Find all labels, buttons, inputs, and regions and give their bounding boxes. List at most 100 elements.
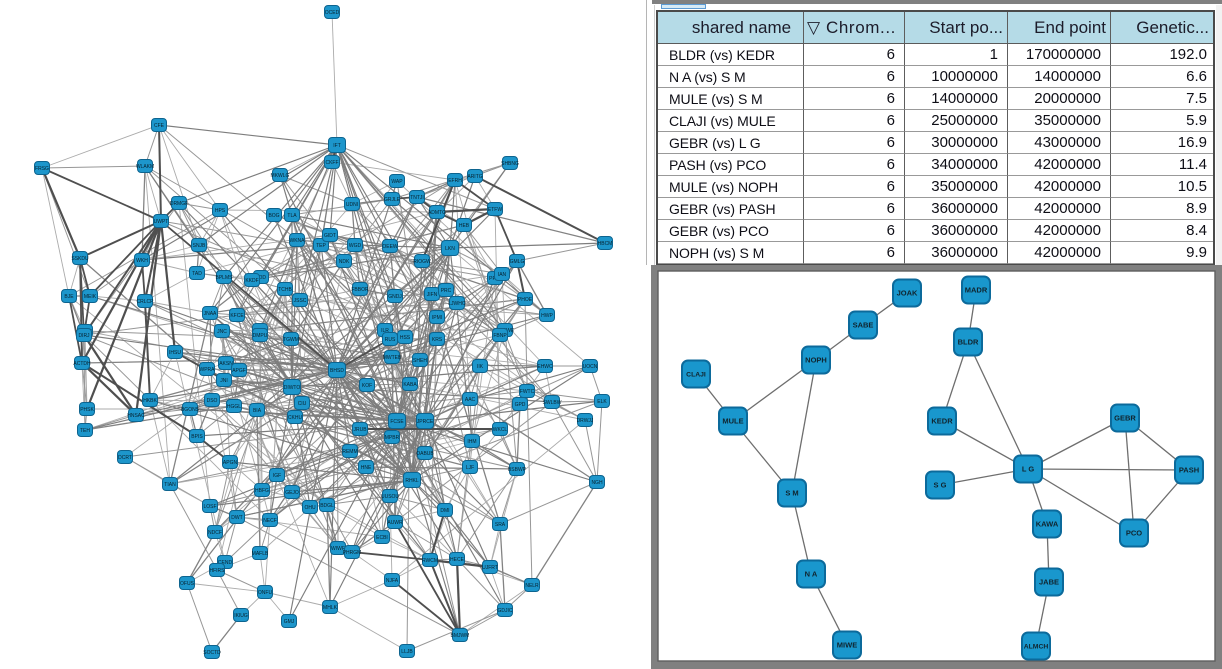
svg-text:TIAN: TIAN (164, 482, 176, 488)
svg-text:LJWHO: LJWHO (448, 301, 466, 307)
svg-text:RUS: RUS (385, 337, 396, 343)
svg-text:SHEH: SHEH (413, 358, 427, 364)
svg-text:JABE: JABE (1039, 578, 1059, 587)
svg-text:DWT: DWT (231, 515, 242, 521)
svg-text:MULE: MULE (722, 417, 743, 426)
svg-text:KRS: KRS (432, 337, 443, 343)
svg-text:MIWE: MIWE (837, 641, 857, 650)
svg-text:KKDF: KKDF (245, 278, 258, 284)
svg-text:GPD: GPD (515, 402, 526, 408)
svg-text:BJE: BJE (64, 294, 74, 300)
svg-text:REMM: REMM (342, 449, 357, 455)
svg-text:FRSG: FRSG (35, 166, 49, 172)
svg-text:WIWF: WIWF (331, 546, 345, 552)
svg-text:MKWLG: MKWLG (271, 173, 290, 179)
svg-text:WGD: WGD (349, 243, 362, 249)
svg-text:GMJ: GMJ (284, 619, 295, 625)
svg-text:HGGL: HGGL (227, 404, 241, 410)
svg-text:NDK: NDK (339, 259, 350, 265)
svg-text:IAN: IAN (498, 272, 507, 278)
svg-text:HFIRS: HFIRS (210, 568, 226, 574)
svg-text:MEIK: MEIK (84, 294, 97, 300)
svg-text:S G: S G (934, 481, 947, 490)
svg-text:IFT: IFT (333, 143, 341, 149)
svg-text:GIDT: GIDT (324, 233, 336, 239)
svg-text:CRLCP: CRLCP (137, 299, 155, 305)
svg-text:UJFRT: UJFRT (482, 565, 498, 571)
svg-text:SHBNG: SHBNG (501, 161, 519, 167)
svg-text:ECBI: ECBI (376, 535, 388, 541)
svg-text:WPRA: WPRA (200, 367, 216, 373)
svg-text:WKCL: WKCL (493, 427, 508, 433)
svg-text:AAC: AAC (465, 397, 476, 403)
svg-text:BPIS: BPIS (191, 434, 203, 440)
svg-text:PHOE: PHOE (518, 297, 533, 303)
svg-text:OCED: OCED (325, 10, 340, 16)
svg-text:SRA: SRA (495, 522, 506, 528)
svg-text:ACTDH: ACTDH (73, 361, 91, 367)
svg-text:KEDR: KEDR (931, 417, 953, 426)
svg-text:GEJO: GEJO (285, 490, 299, 496)
svg-text:WLAKM: WLAKM (136, 164, 154, 170)
svg-text:DMPU: DMPU (253, 333, 268, 339)
svg-text:AUWR: AUWR (387, 520, 403, 526)
svg-text:S M: S M (785, 489, 798, 498)
svg-text:JNC: JNC (217, 329, 227, 335)
svg-text:TGWM: TGWM (283, 337, 299, 343)
svg-text:RHKL: RHKL (405, 478, 419, 484)
svg-text:PHSK: PHSK (80, 407, 94, 413)
svg-text:DRWJJ: DRWJJ (577, 418, 594, 424)
svg-text:UOCN: UOCN (583, 364, 598, 370)
svg-text:TLA: TLA (287, 213, 297, 219)
svg-text:FCSE: FCSE (390, 419, 404, 425)
svg-text:HECE: HECE (450, 557, 465, 563)
svg-text:TEP: TEP (316, 243, 326, 249)
svg-text:WKH: WKH (136, 258, 148, 264)
svg-text:JNAA: JNAA (204, 311, 217, 317)
svg-text:APGN: APGN (223, 460, 238, 466)
svg-text:MWTEB: MWTEB (383, 355, 402, 361)
svg-text:HPS: HPS (215, 208, 226, 214)
svg-text:LDD: LDD (256, 275, 266, 281)
svg-text:JPRCE: JPRCE (417, 419, 434, 425)
svg-text:BGONS: BGONS (181, 407, 200, 413)
svg-text:BSBWP: BSBWP (508, 467, 527, 473)
svg-text:IHM: IHM (467, 439, 476, 445)
svg-text:DRMGF: DRMGF (170, 201, 188, 207)
svg-text:NECF: NECF (263, 518, 277, 524)
svg-text:GEBR: GEBR (1114, 414, 1136, 423)
svg-text:OFUS: OFUS (180, 581, 195, 587)
svg-text:BMJWM: BMJWM (451, 633, 470, 639)
svg-text:OEEW: OEEW (382, 244, 398, 250)
svg-text:PCO: PCO (1126, 529, 1142, 538)
svg-text:APGF: APGF (232, 368, 246, 374)
svg-text:HNE: HNE (361, 465, 372, 471)
svg-text:BIA: BIA (253, 408, 262, 414)
svg-text:PRC: PRC (441, 288, 452, 294)
svg-text:OHU: OHU (304, 505, 316, 511)
svg-text:PASH: PASH (1179, 466, 1199, 475)
svg-text:BLDR: BLDR (958, 338, 979, 347)
svg-text:ELK: ELK (597, 399, 607, 405)
svg-text:HNSAC: HNSAC (127, 413, 145, 419)
svg-text:HKBK: HKBK (143, 398, 157, 404)
svg-text:ETFW: ETFW (488, 207, 502, 213)
svg-text:JSSC: JSSC (294, 298, 307, 304)
svg-text:KFCE: KFCE (230, 313, 244, 319)
svg-text:SOCTD: SOCTD (203, 650, 221, 656)
svg-text:ARITG: ARITG (467, 174, 482, 180)
svg-text:SWLBW: SWLBW (543, 400, 562, 406)
svg-text:RWCM: RWCM (422, 558, 438, 564)
svg-text:CIU: CIU (298, 401, 307, 407)
svg-text:BPLMS: BPLMS (216, 275, 234, 281)
svg-text:CLAJI: CLAJI (686, 372, 706, 379)
svg-text:CEND: CEND (218, 560, 233, 566)
svg-text:JRUB: JRUB (353, 427, 367, 433)
svg-text:RIOGW: RIOGW (413, 259, 431, 265)
svg-text:IIK: IIK (477, 364, 484, 370)
svg-text:DIRJ: DIRJ (78, 333, 90, 339)
svg-text:UDNI: UDNI (346, 202, 358, 208)
svg-text:FBBOR: FBBOR (351, 287, 369, 293)
svg-text:N A: N A (805, 570, 818, 579)
svg-text:NELR: NELR (525, 583, 539, 589)
